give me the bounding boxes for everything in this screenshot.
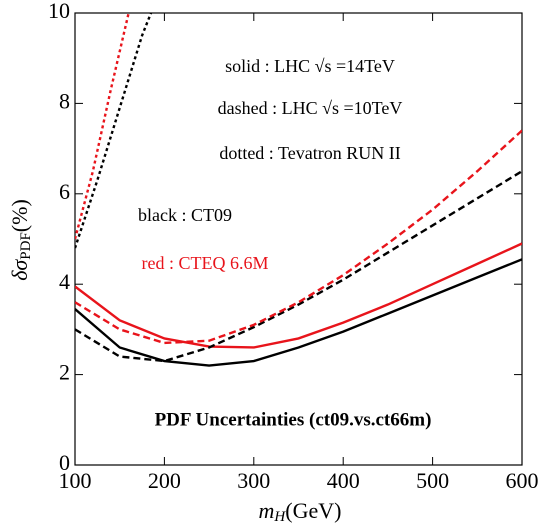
series-line — [75, 258, 522, 367]
y-axis-label: δσPDF(%) — [7, 199, 34, 281]
y-tick-label: 0 — [59, 450, 70, 475]
annotation: dashed : LHC √s =10TeV — [218, 98, 403, 118]
y-label-tail: (%) — [7, 199, 32, 232]
y-tick-label: 8 — [59, 88, 70, 113]
x-tick-label: 200 — [148, 468, 181, 493]
annotation: red : CTEQ 6.6M — [142, 253, 269, 273]
plot-frame — [74, 12, 523, 466]
series-line — [75, 13, 130, 240]
y-label-main: δσ — [7, 259, 32, 281]
x-tick-label: 400 — [327, 468, 360, 493]
y-tick-label: 4 — [59, 269, 70, 294]
series-line — [75, 13, 153, 249]
series-line — [75, 170, 522, 363]
annotation: black : CT09 — [138, 205, 232, 225]
x-tick-label: 600 — [506, 468, 539, 493]
x-tick-label: 500 — [416, 468, 449, 493]
series-line — [75, 129, 522, 345]
x-label-sub: H — [273, 509, 286, 525]
x-tick-label: 300 — [237, 468, 270, 493]
x-label-main: m — [259, 498, 275, 523]
y-label-sub: PDF — [18, 232, 34, 260]
series-line — [75, 242, 522, 349]
x-label-tail: (GeV) — [285, 498, 341, 523]
y-tick-label: 10 — [48, 0, 70, 23]
annotation: PDF Uncertainties (ct09.vs.ct66m) — [155, 409, 432, 430]
y-tick-label: 2 — [59, 360, 70, 385]
annotation: dotted : Tevatron RUN II — [219, 143, 400, 163]
x-tick-label: 100 — [59, 468, 92, 493]
annotation: solid : LHC √s =14TeV — [225, 56, 395, 76]
y-tick-label: 6 — [59, 179, 70, 204]
x-axis-label: mH(GeV) — [259, 498, 342, 525]
